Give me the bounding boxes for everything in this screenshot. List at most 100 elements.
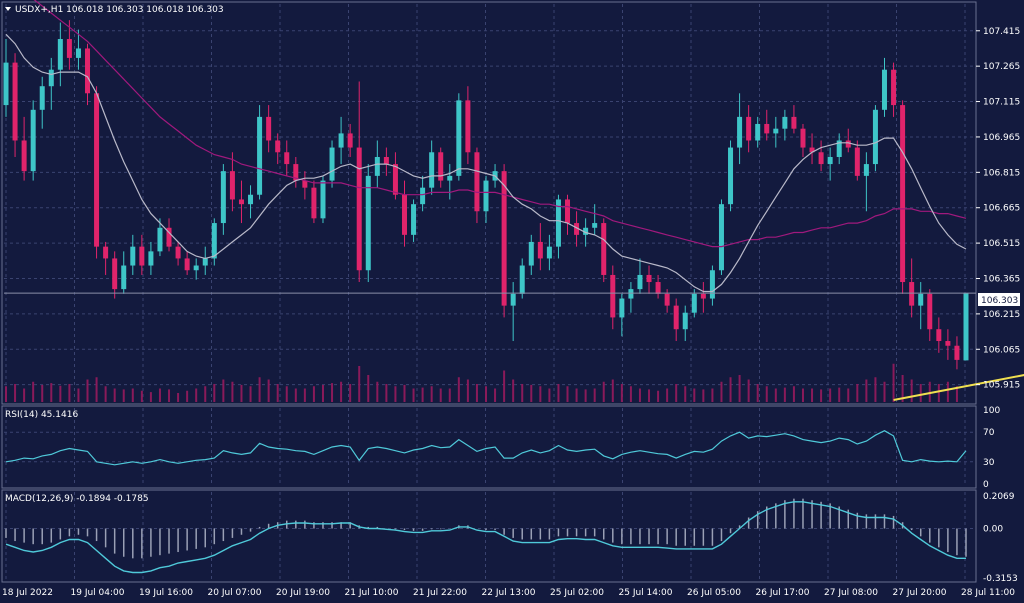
price-tick-label: 106.815 bbox=[983, 168, 1020, 178]
candle-body bbox=[628, 289, 634, 299]
candle-body bbox=[673, 305, 679, 330]
time-tick-label: 21 Jul 10:00 bbox=[345, 588, 399, 598]
candle-body bbox=[220, 171, 226, 224]
candle-body bbox=[501, 171, 507, 306]
time-tick-label: 25 Jul 02:00 bbox=[550, 588, 604, 598]
macd-panel-title: MACD(12,26,9) -0.1894 -0.1785 bbox=[5, 494, 149, 504]
candle-body bbox=[773, 128, 779, 134]
candle-body bbox=[193, 265, 199, 271]
time-tick-label: 28 Jul 11:00 bbox=[961, 588, 1015, 598]
candlestick-series bbox=[3, 20, 969, 370]
candle-body bbox=[266, 116, 272, 141]
candle-body bbox=[392, 164, 398, 195]
time-tick-label: 18 Jul 2022 bbox=[2, 588, 53, 598]
candle-body bbox=[927, 293, 933, 330]
candle-body bbox=[945, 341, 951, 346]
candle-body bbox=[510, 293, 516, 306]
candle-body bbox=[30, 109, 36, 172]
candle-body bbox=[438, 152, 444, 181]
candle-body bbox=[872, 109, 878, 165]
candle-body bbox=[184, 258, 190, 271]
candle-body bbox=[85, 48, 91, 94]
candle-body bbox=[238, 199, 244, 205]
rsi-series bbox=[5, 430, 967, 466]
trendline-object[interactable] bbox=[893, 374, 1024, 401]
candle-body bbox=[537, 241, 543, 259]
candle-body bbox=[682, 312, 688, 330]
price-tick-label: 106.515 bbox=[983, 239, 1020, 249]
time-tick-label: 20 Jul 07:00 bbox=[208, 588, 262, 598]
candle-body bbox=[456, 100, 462, 176]
macd-panel-frame bbox=[1, 489, 977, 583]
candle-body bbox=[764, 123, 770, 134]
candle-body bbox=[737, 116, 743, 148]
candle-body bbox=[610, 274, 616, 318]
candle-body bbox=[963, 293, 969, 361]
candle-body bbox=[12, 62, 18, 141]
candle-body bbox=[954, 345, 960, 360]
rsi-tick-label: 30 bbox=[983, 458, 995, 468]
candle-body bbox=[411, 204, 417, 235]
candle-body bbox=[619, 298, 625, 318]
price-tick-label: 106.665 bbox=[983, 204, 1020, 214]
candle-body bbox=[936, 329, 942, 342]
macd-tick-label: 0.2069 bbox=[983, 492, 1015, 502]
candle-body bbox=[365, 175, 371, 271]
price-tick-label: 106.065 bbox=[983, 345, 1020, 355]
candle-body bbox=[718, 204, 724, 271]
candle-body bbox=[546, 246, 552, 259]
triangle-down-icon[interactable] bbox=[5, 7, 11, 11]
time-tick-label: 26 Jul 17:00 bbox=[756, 588, 810, 598]
candle-body bbox=[202, 258, 208, 266]
candle-body bbox=[728, 147, 734, 205]
candle-body bbox=[845, 140, 851, 148]
candle-body bbox=[248, 194, 254, 205]
price-tick-label: 106.215 bbox=[983, 310, 1020, 320]
rsi-panel-title: RSI(14) 45.1416 bbox=[5, 410, 78, 420]
candle-body bbox=[166, 227, 172, 247]
price-tick-label: 106.365 bbox=[983, 274, 1020, 284]
candle-body bbox=[112, 258, 118, 290]
candle-body bbox=[293, 164, 299, 181]
rsi-panel-frame bbox=[1, 405, 977, 489]
candle-body bbox=[66, 39, 72, 58]
candle-body bbox=[528, 241, 534, 266]
candle-body bbox=[519, 265, 525, 294]
candle-body bbox=[374, 156, 380, 176]
candle-body bbox=[465, 100, 471, 153]
yellow-trendline bbox=[893, 374, 1024, 401]
candle-body bbox=[103, 246, 109, 259]
candle-body bbox=[284, 152, 290, 165]
candle-body bbox=[175, 246, 181, 259]
candle-body bbox=[329, 147, 335, 181]
candle-body bbox=[302, 180, 308, 188]
candle-body bbox=[347, 133, 353, 148]
candle-body bbox=[75, 48, 81, 58]
candle-body bbox=[3, 62, 9, 106]
time-tick-label: 20 Jul 19:00 bbox=[276, 588, 330, 598]
candle-body bbox=[383, 156, 389, 165]
time-axis: 18 Jul 2022 19 Jul 04:00 19 Jul 16:00 20 Ju… bbox=[2, 588, 1015, 598]
candle-body bbox=[664, 293, 670, 306]
candle-body bbox=[483, 180, 489, 212]
candle-body bbox=[275, 140, 281, 153]
rsi-tick-label: 0 bbox=[983, 480, 989, 490]
candle-body bbox=[637, 274, 643, 290]
candle-body bbox=[809, 147, 815, 153]
candle-body bbox=[836, 140, 842, 157]
candle-body bbox=[574, 223, 580, 235]
candle-body bbox=[130, 246, 136, 266]
candle-body bbox=[356, 147, 362, 271]
candle-body bbox=[918, 293, 924, 306]
time-tick-label: 21 Jul 22:00 bbox=[413, 588, 467, 598]
candle-body bbox=[863, 164, 869, 176]
macd-tick-label: -0.3153 bbox=[983, 574, 1018, 584]
candle-body bbox=[555, 199, 561, 247]
rsi-tick-label: 100 bbox=[983, 406, 1000, 416]
rsi-tick-label: 70 bbox=[983, 428, 995, 438]
grid-lines bbox=[4, 4, 974, 580]
candle-body bbox=[401, 194, 407, 235]
time-tick-label: 19 Jul 16:00 bbox=[139, 588, 193, 598]
macd-tick-label: 0.00 bbox=[983, 524, 1003, 534]
